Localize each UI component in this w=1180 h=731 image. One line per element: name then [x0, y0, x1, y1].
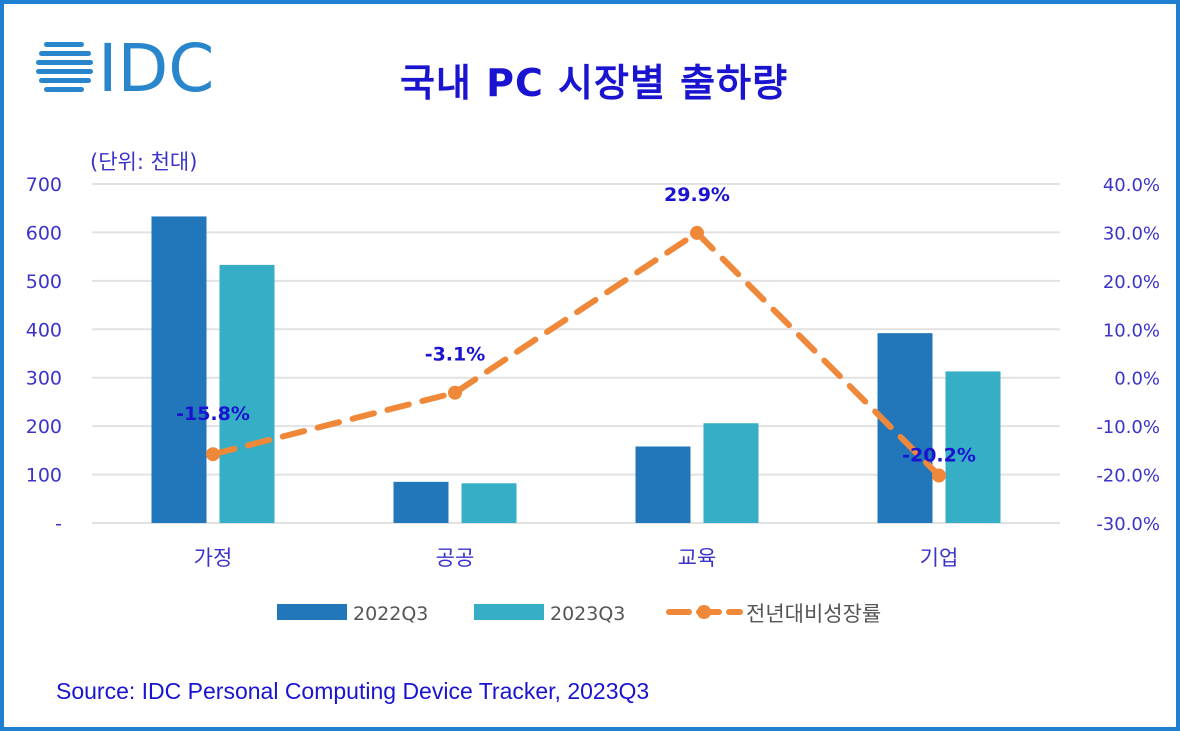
bar-2022Q3: [393, 481, 449, 523]
y-axis-tick-label: 300: [26, 368, 62, 390]
legend-swatch-2022Q3: [277, 604, 347, 620]
y-axis-tick-label: 500: [26, 271, 62, 293]
y-axis-tick-label: 600: [26, 222, 62, 244]
chart-plot: - 100 200 300 400 500 600 700 -30.0% -20.0% -10.0%…: [26, 174, 1160, 626]
bar-2022Q3: [151, 216, 207, 523]
x-axis-category-label: 가정: [194, 546, 233, 570]
y2-axis-tick-label: 10.0%: [1103, 320, 1160, 341]
bar-2023Q3: [703, 423, 759, 523]
growth-rate-line: [210, 229, 942, 479]
y-axis-tick-label: 400: [26, 319, 62, 341]
y2-axis-tick-label: 40.0%: [1103, 175, 1160, 196]
y-axis-tick-label: 700: [26, 174, 62, 196]
y-axis-unit-label: (단위: 천대): [90, 150, 198, 174]
bar-2023Q3: [461, 483, 517, 523]
y2-axis-tick-label: -20.0%: [1096, 466, 1160, 487]
x-axis-category-label: 공공: [436, 546, 475, 570]
legend-swatch-2023Q3: [474, 604, 544, 620]
legend-label-growth-rate: 전년대비성장률: [746, 602, 881, 626]
bar-2023Q3: [219, 264, 275, 523]
legend-label-2022Q3: 2022Q3: [353, 603, 428, 625]
growth-rate-marker: [448, 385, 462, 400]
chart-title: 국내 PC 시장별 출하량: [399, 61, 789, 105]
y2-axis-tick-label: -10.0%: [1096, 417, 1160, 438]
legend-marker-growth-rate: [697, 605, 711, 619]
bar-2022Q3: [635, 446, 691, 523]
legend-label-2023Q3: 2023Q3: [550, 603, 625, 625]
growth-rate-data-label: -20.2%: [902, 445, 976, 467]
globe-icon: [36, 42, 93, 92]
idc-logo: IDC: [36, 36, 214, 100]
y2-axis-tick-label: -30.0%: [1096, 514, 1160, 535]
y-axis-tick-label: 100: [26, 465, 62, 487]
x-axis-category-label: 교육: [678, 546, 717, 570]
y2-axis-tick-label: 20.0%: [1103, 272, 1160, 293]
growth-rate-marker: [690, 225, 704, 240]
bar-2023Q3: [945, 371, 1001, 523]
idc-logo-text: IDC: [98, 36, 214, 100]
growth-rate-data-label: -3.1%: [425, 344, 486, 366]
legend: 2022Q3 2023Q3 전년대비성장률: [277, 602, 881, 626]
y2-axis-tick-label: 30.0%: [1103, 223, 1160, 244]
growth-rate-data-label: -15.8%: [176, 403, 250, 425]
bar-2022Q3: [877, 333, 933, 523]
growth-rate-data-label: 29.9%: [664, 184, 730, 206]
y-axis-tick-label: 200: [26, 416, 62, 438]
y2-axis-tick-label: 0.0%: [1114, 369, 1160, 390]
growth-rate-marker: [206, 447, 220, 462]
growth-rate-marker: [932, 468, 946, 483]
source-note: Source: IDC Personal Computing Device Tr…: [56, 678, 650, 704]
x-axis-category-label: 기업: [920, 546, 959, 570]
y-axis-tick-label: -: [55, 513, 62, 535]
